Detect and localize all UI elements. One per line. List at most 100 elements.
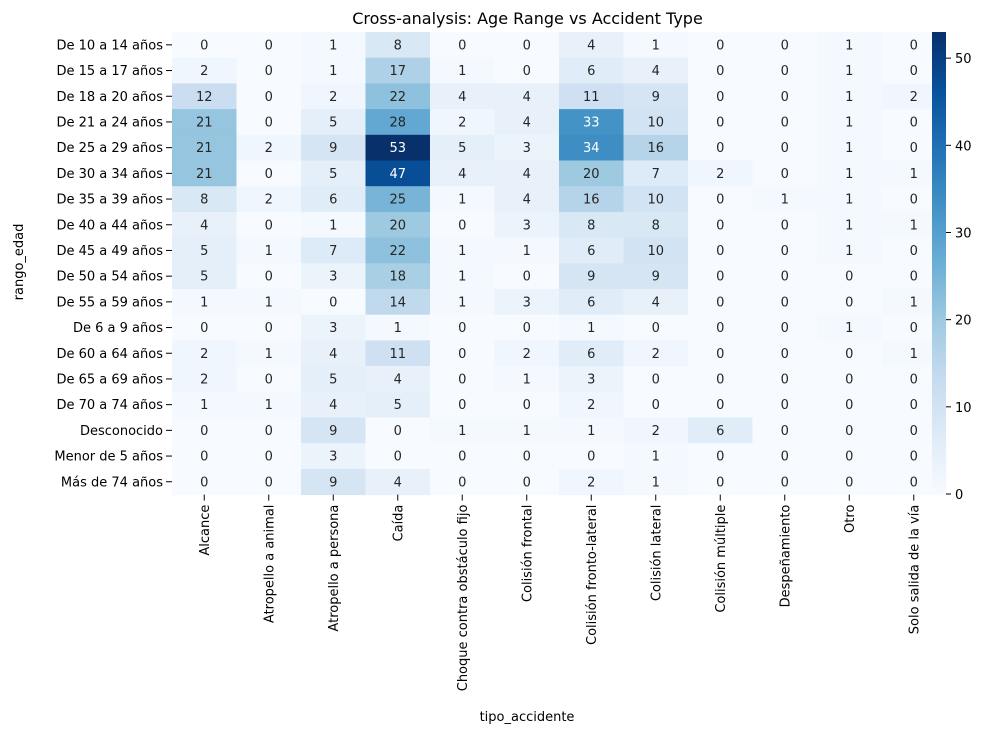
cell-value-label: 6	[587, 64, 595, 79]
heatmap-cell	[817, 83, 882, 110]
heatmap-cell	[559, 237, 624, 264]
heatmap-cell	[559, 109, 624, 136]
heatmap-cell	[817, 32, 882, 59]
heatmap-cell	[365, 57, 431, 84]
heatmap-cell	[559, 134, 624, 161]
heatmap-cell	[752, 134, 818, 161]
heatmap-cell	[236, 186, 302, 213]
cell-value-label: 21	[196, 167, 213, 182]
cell-value-label: 1	[845, 90, 853, 105]
heatmap-cell	[172, 340, 237, 367]
cell-value-label: 1	[652, 38, 660, 53]
cell-value-label: 0	[458, 321, 466, 336]
cell-value-label: 0	[781, 321, 789, 336]
cell-value-label: 1	[910, 347, 918, 362]
cell-value-label: 1	[458, 64, 466, 79]
cell-value-label: 0	[781, 218, 789, 233]
y-axis: De 10 a 14 años De 15 a 17 años De 18 a 20…	[54, 38, 172, 490]
heatmap-cell	[688, 366, 753, 393]
heatmap-cell	[494, 417, 560, 444]
cell-value-label: 0	[523, 450, 531, 465]
cell-value-label: 2	[265, 193, 273, 208]
heatmap-cell	[623, 391, 689, 418]
cell-value-label: 0	[910, 424, 918, 439]
heatmap-cell	[301, 468, 366, 496]
y-tick-label: Más de 74 años	[61, 475, 163, 490]
cell-value-label: 2	[587, 398, 595, 413]
cell-value-label: 3	[523, 141, 531, 156]
heatmap-cell	[623, 237, 689, 264]
cell-value-label: 0	[265, 475, 273, 490]
cell-value-label: 3	[329, 270, 337, 285]
cell-value-label: 0	[845, 295, 853, 310]
heatmap-cell	[430, 237, 495, 264]
cell-value-label: 4	[523, 193, 531, 208]
heatmap-cell	[494, 211, 560, 239]
cell-value-label: 3	[329, 321, 337, 336]
cell-value-label: 8	[587, 218, 595, 233]
cell-value-label: 0	[781, 115, 789, 130]
cell-value-label: 4	[394, 372, 402, 387]
cell-value-label: 14	[389, 295, 406, 310]
heatmap-cell	[817, 160, 882, 187]
heatmap-cell	[559, 443, 624, 470]
heatmap-cell	[365, 83, 431, 110]
cell-value-label: 1	[265, 295, 273, 310]
heatmap-cell	[430, 32, 495, 59]
heatmap-cell	[430, 160, 495, 187]
cell-value-label: 0	[652, 321, 660, 336]
heatmap-cell	[494, 57, 560, 84]
cell-value-label: 4	[458, 90, 466, 105]
heatmap-cell	[494, 83, 560, 110]
cell-value-label: 1	[652, 450, 660, 465]
heatmap-cell	[623, 289, 689, 316]
heatmap-cell	[236, 289, 302, 316]
cell-value-label: 20	[583, 167, 600, 182]
heatmap-cell	[430, 366, 495, 393]
heatmap-cell	[559, 468, 624, 496]
colorbar: 0 10 20 30 40 50	[932, 32, 972, 503]
cell-value-label: 2	[329, 90, 337, 105]
heatmap-cell	[623, 83, 689, 110]
heatmap-cell	[301, 366, 366, 393]
heatmap-cell	[365, 211, 431, 239]
heatmap-cell	[752, 468, 818, 496]
heatmap-cell	[494, 109, 560, 136]
heatmap-cell	[430, 57, 495, 84]
cell-value-label: 0	[781, 295, 789, 310]
heatmap-cell	[236, 340, 302, 367]
heatmap-cell	[752, 211, 818, 239]
cell-value-label: 1	[845, 193, 853, 208]
heatmap-cell	[172, 468, 237, 496]
heatmap-cell	[623, 109, 689, 136]
heatmap-cell	[301, 211, 366, 239]
heatmap-cell	[688, 160, 753, 187]
heatmap-cell	[623, 417, 689, 444]
cell-value-label: 0	[265, 38, 273, 53]
cell-value-label: 1	[845, 38, 853, 53]
heatmap-cell	[752, 32, 818, 59]
cell-value-label: 9	[329, 424, 337, 439]
cell-value-label: 1	[458, 193, 466, 208]
cell-value-label: 0	[781, 347, 789, 362]
cell-value-label: 0	[523, 475, 531, 490]
cell-value-label: 1	[587, 321, 595, 336]
heatmap-cell	[365, 443, 431, 470]
heatmap-cell	[623, 314, 689, 341]
heatmap-cell	[752, 237, 818, 264]
colorbar-tick-label: 30	[955, 226, 972, 241]
cell-value-label: 0	[845, 450, 853, 465]
y-tick-label: De 10 a 14 años	[56, 38, 163, 53]
heatmap-cell	[688, 109, 753, 136]
cell-value-label: 5	[329, 372, 337, 387]
x-tick-label: Solo salida de la vía	[907, 505, 922, 635]
cell-value-label: 4	[458, 167, 466, 182]
heatmap-cell	[817, 391, 882, 418]
cell-value-label: 21	[196, 115, 213, 130]
heatmap-cell	[172, 109, 237, 136]
heatmap-cells	[172, 32, 947, 496]
cell-value-label: 0	[781, 475, 789, 490]
heatmap-cell	[817, 109, 882, 136]
cell-value-label: 1	[265, 398, 273, 413]
heatmap-cell	[365, 186, 431, 213]
